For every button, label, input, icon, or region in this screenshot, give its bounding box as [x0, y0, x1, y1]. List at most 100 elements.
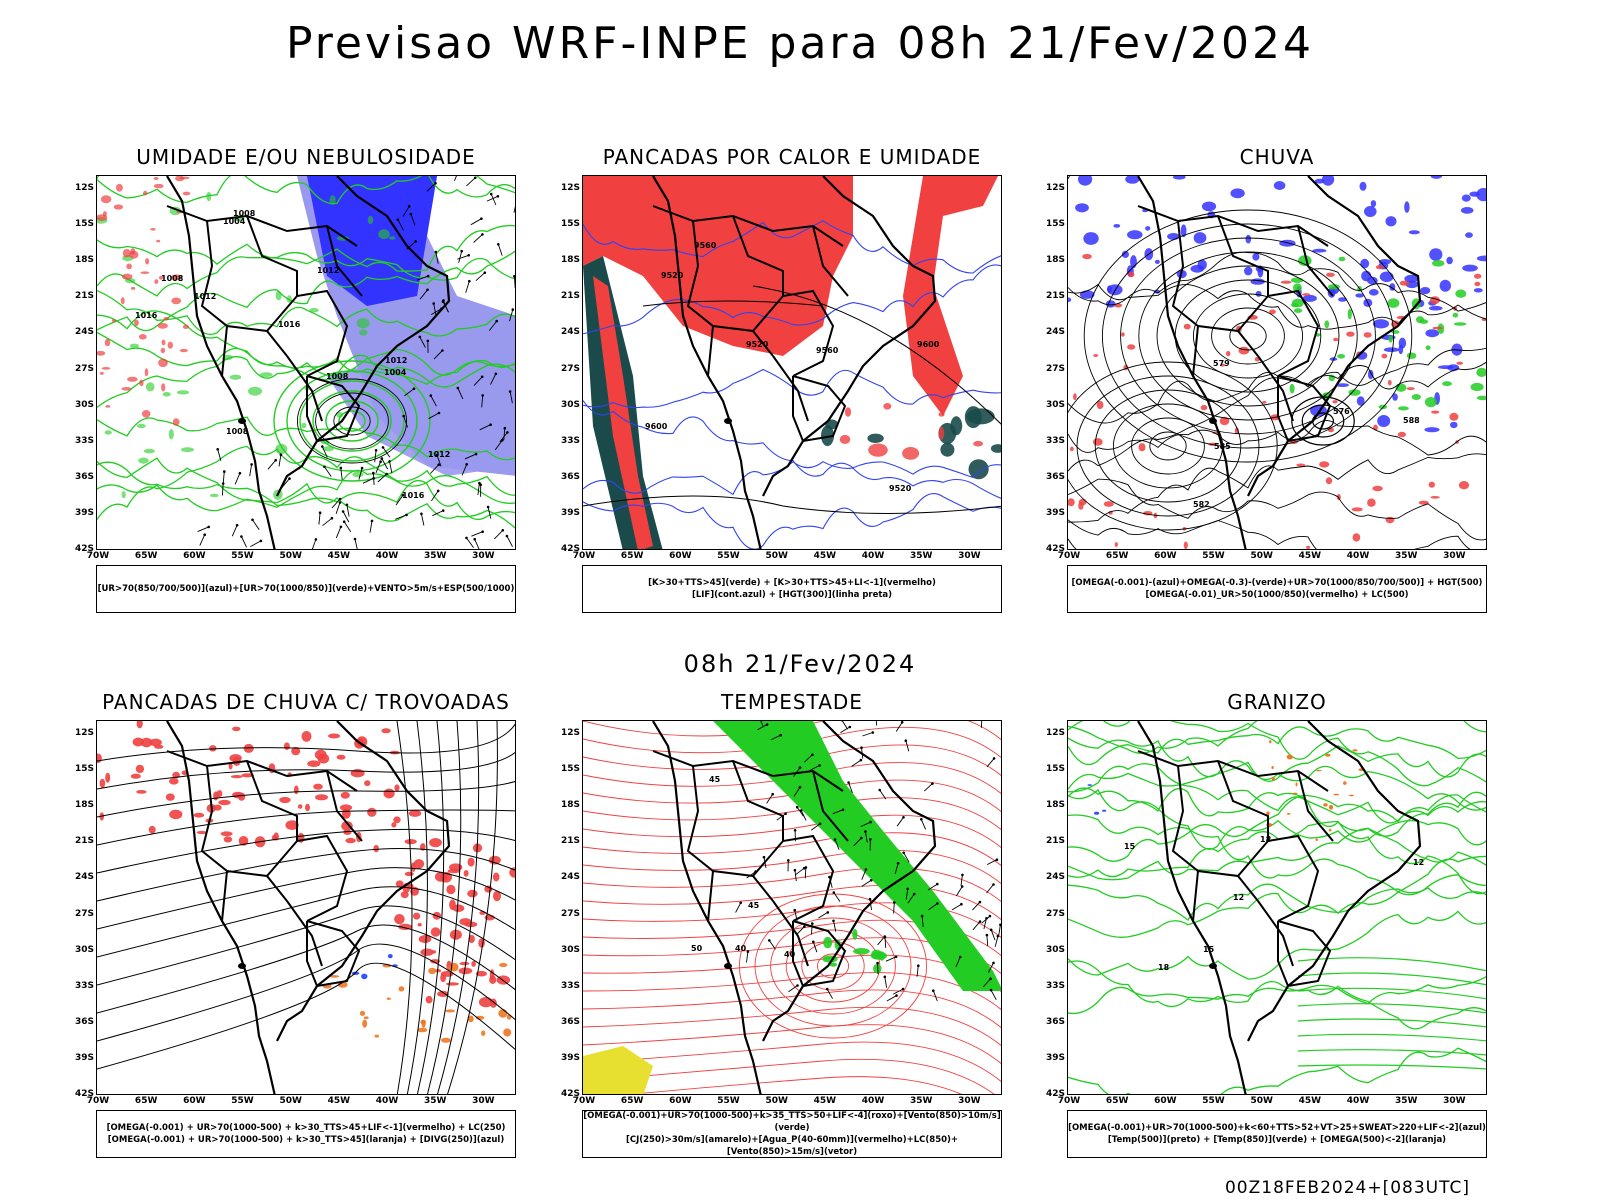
latitude-label: 36S	[74, 471, 94, 482]
latitude-label: 24S	[560, 327, 580, 338]
latitude-label: 24S	[560, 872, 580, 883]
longitude-label: 30W	[1443, 1096, 1466, 1106]
latitude-label: 30S	[560, 944, 580, 955]
panel-title: TEMPESTADE	[721, 690, 863, 714]
contour-label: 1004	[223, 217, 246, 226]
longitude-label: 65W	[134, 1096, 158, 1106]
contour-label: 1012	[385, 356, 407, 365]
longitude-label: 45W	[327, 1096, 351, 1106]
contour-label: 9560	[816, 346, 839, 355]
contour-label: 50	[691, 944, 703, 953]
contour-label: 1008	[233, 209, 256, 218]
contour-label: 9520	[661, 271, 684, 280]
map-pancadas-trovoadas	[96, 720, 516, 1095]
contour-label: 1008	[161, 274, 184, 283]
latitude-label: 42S	[560, 544, 580, 554]
latitude-label: 30S	[74, 944, 94, 955]
latitude-label: 27S	[560, 363, 580, 374]
latitude-label: 27S	[560, 908, 580, 919]
latitude-label: 36S	[1045, 1016, 1065, 1027]
latitude-label: 39S	[74, 1052, 94, 1063]
contour-label: 585	[1214, 442, 1231, 451]
longitude-label: 35W	[1394, 1096, 1418, 1106]
longitude-label: 50W	[1250, 1096, 1273, 1106]
longitude-label: 45W	[1298, 551, 1322, 561]
contour-label: 1016	[135, 311, 158, 320]
panel-title: UMIDADE E/OU NEBULOSIDADE	[136, 145, 476, 169]
longitude-label: 40W	[375, 1096, 399, 1106]
contour-label: 1012	[194, 292, 216, 301]
latitude-label: 27S	[1045, 908, 1065, 919]
longitude-label: 30W	[472, 1096, 495, 1106]
legend-line: [OMEGA(-0.001) + UR>70(1000-500) + k>30_…	[107, 1135, 505, 1145]
panel-legend: [OMEGA(-0.001)+UR>70(1000-500)+k<60+TTS>…	[1067, 1110, 1487, 1158]
longitude-label: 70W	[1057, 551, 1081, 561]
longitude-label: 30W	[472, 551, 495, 561]
longitude-label: 50W	[1250, 551, 1273, 561]
latitude-label: 18S	[74, 800, 94, 811]
latitude-label: 24S	[74, 327, 94, 338]
latitude-label: 21S	[1045, 291, 1065, 302]
longitude-label: 65W	[134, 551, 158, 561]
panel-pancadas-calor: PANCADAS POR CALOR E UMIDADE 9560 9600 9520…	[552, 145, 1022, 625]
latitude-label: 42S	[1045, 1089, 1065, 1099]
panel-pancadas-trovoadas: PANCADAS DE CHUVA C/ TROVOADAS 12S 15S 18S 2…	[66, 690, 536, 1170]
legend-line: [OMEGA(-0.01)_UR>50(1000/850)(vermelho) …	[1145, 590, 1409, 600]
longitude-label: 50W	[765, 1096, 788, 1106]
map-chuva: 582 576 579 585 588	[1067, 175, 1487, 550]
contour-label: 9560	[694, 241, 717, 250]
contour-label: 1008	[326, 372, 349, 381]
latitude-label: 36S	[74, 1016, 94, 1027]
longitude-label: 40W	[1346, 551, 1370, 561]
latitude-label: 18S	[1045, 255, 1065, 266]
longitude-label: 35W	[423, 1096, 447, 1106]
longitude-label: 60W	[1154, 551, 1177, 561]
map-graphic: 12 15 18 12 15 18	[1068, 721, 1486, 1094]
latitude-label: 36S	[560, 471, 580, 482]
latitude-label: 18S	[560, 800, 580, 811]
footer-timestamp: 00Z18FEB2024+[083UTC]	[1224, 1178, 1470, 1198]
longitude-label: 35W	[909, 1096, 933, 1106]
contour-label: 12	[1413, 858, 1424, 867]
longitude-label: 40W	[861, 551, 885, 561]
latitude-label: 15S	[74, 764, 94, 775]
legend-line: [OMEGA(-0.001)+UR>70(1000-500)+k>35_TTS>…	[583, 1111, 1001, 1133]
map-graphic: 9560 9600 9520 9520 9600 9520 9560	[583, 176, 1001, 549]
contour-label: 45	[748, 901, 760, 910]
longitude-label: 55W	[1202, 1096, 1225, 1106]
latitude-label: 18S	[1045, 800, 1065, 811]
panel-legend: [K>30+TTS>45](verde) + [K>30+TTS>45+LI<-…	[582, 565, 1002, 613]
panel-chuva: CHUVA 582 576 579 585 588 12S 15S 18S 21S 24S 27S 30…	[1037, 145, 1507, 625]
longitude-label: 65W	[1105, 551, 1129, 561]
legend-line: [LIF](cont.azul) + [HGT(300)](linha pret…	[691, 590, 893, 600]
legend-line: [OMEGA(-0.001)+UR>70(1000-500)+k<60+TTS>…	[1068, 1123, 1486, 1133]
map-pancadas-calor: 9560 9600 9520 9520 9600 9520 9560	[582, 175, 1002, 550]
legend-line: [K>30+TTS>45](verde) + [K>30+TTS>45+LI<-…	[648, 578, 936, 588]
panel-legend: [OMEGA(-0.001)-(azul)+OMEGA(-0.3)-(verde…	[1067, 565, 1487, 613]
latitude-label: 33S	[1045, 435, 1065, 446]
latitude-label: 18S	[74, 255, 94, 266]
longitude-label: 40W	[375, 551, 399, 561]
contour-label: 18	[1260, 835, 1272, 844]
panel-legend: [OMEGA(-0.001)+UR>70(1000-500)+k>35_TTS>…	[582, 1110, 1002, 1158]
map-umidade: 1012 1008 1016 1004 1008 1012 1016 1008 1012 1004…	[96, 175, 516, 550]
mid-title: 08h 21/Fev/2024	[683, 650, 917, 678]
contour-label: 9600	[645, 422, 668, 431]
contour-label: 9520	[889, 484, 912, 493]
latitude-label: 12S	[560, 183, 580, 193]
longitude-label: 55W	[231, 551, 254, 561]
longitude-label: 30W	[958, 1096, 981, 1106]
legend-line: [UR>70(850/700/500)](azul)+[UR>70(1000/8…	[97, 584, 515, 594]
longitude-label: 30W	[1443, 551, 1466, 561]
latitude-label: 12S	[1045, 183, 1065, 193]
map-graphic: 40 45 50 45 40	[583, 721, 1001, 1094]
latitude-label: 12S	[1045, 728, 1065, 738]
longitude-label: 60W	[669, 551, 692, 561]
contour-label: 1012	[428, 450, 450, 459]
longitude-label: 50W	[765, 551, 788, 561]
longitude-label: 65W	[620, 551, 644, 561]
longitude-label: 35W	[423, 551, 447, 561]
latitude-label: 24S	[74, 872, 94, 883]
latitude-label: 15S	[560, 764, 580, 775]
contour-label: 1012	[317, 266, 339, 275]
